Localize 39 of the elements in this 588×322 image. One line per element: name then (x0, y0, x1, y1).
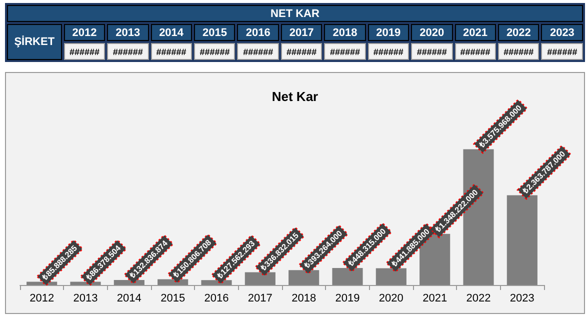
category-label: 2022 (506, 26, 531, 38)
text: ###### (498, 43, 540, 60)
text: ###### (64, 43, 106, 60)
x-tick-label: 2021 (422, 292, 448, 304)
text: ###### (280, 43, 322, 60)
text: ###### (237, 43, 279, 60)
text: ###### (454, 43, 496, 60)
x-tick-label: 2016 (204, 292, 229, 304)
category-label: 2017 (289, 26, 314, 38)
text: ###### (541, 43, 583, 60)
text: ###### (107, 43, 149, 60)
category-label: 2023 (550, 26, 574, 38)
text: NET KAR (7, 5, 583, 22)
x-tick-label: 2022 (466, 292, 491, 304)
category-label: 2012 (72, 26, 97, 38)
category-label: 2019 (376, 26, 401, 38)
category-label: 2013 (116, 26, 140, 38)
chart-title: Net Kar (272, 89, 318, 104)
x-tick-label: 2020 (378, 292, 404, 304)
category-label: 2021 (463, 26, 488, 38)
category-label: 2015 (202, 26, 227, 38)
category-label: 2014 (159, 26, 184, 38)
x-tick-label: 2014 (116, 292, 142, 304)
x-tick-label: 2015 (160, 292, 186, 304)
category-label: 2016 (246, 26, 270, 38)
text: ###### (411, 43, 453, 60)
text: ŞİRKET (7, 24, 62, 60)
x-tick-label: 2013 (73, 292, 98, 304)
x-tick-label: 2019 (335, 292, 360, 304)
x-tick-label: 2023 (510, 292, 534, 304)
x-tick-label: 2017 (248, 292, 272, 304)
x-tick-label: 2018 (292, 292, 316, 304)
text: ###### (150, 43, 192, 60)
text: ###### (194, 43, 236, 60)
text: ###### (324, 43, 366, 60)
category-label: 2018 (332, 26, 358, 38)
text: ###### (368, 43, 410, 60)
x-tick-label: 2012 (30, 292, 54, 304)
category-label: 2020 (420, 26, 444, 38)
